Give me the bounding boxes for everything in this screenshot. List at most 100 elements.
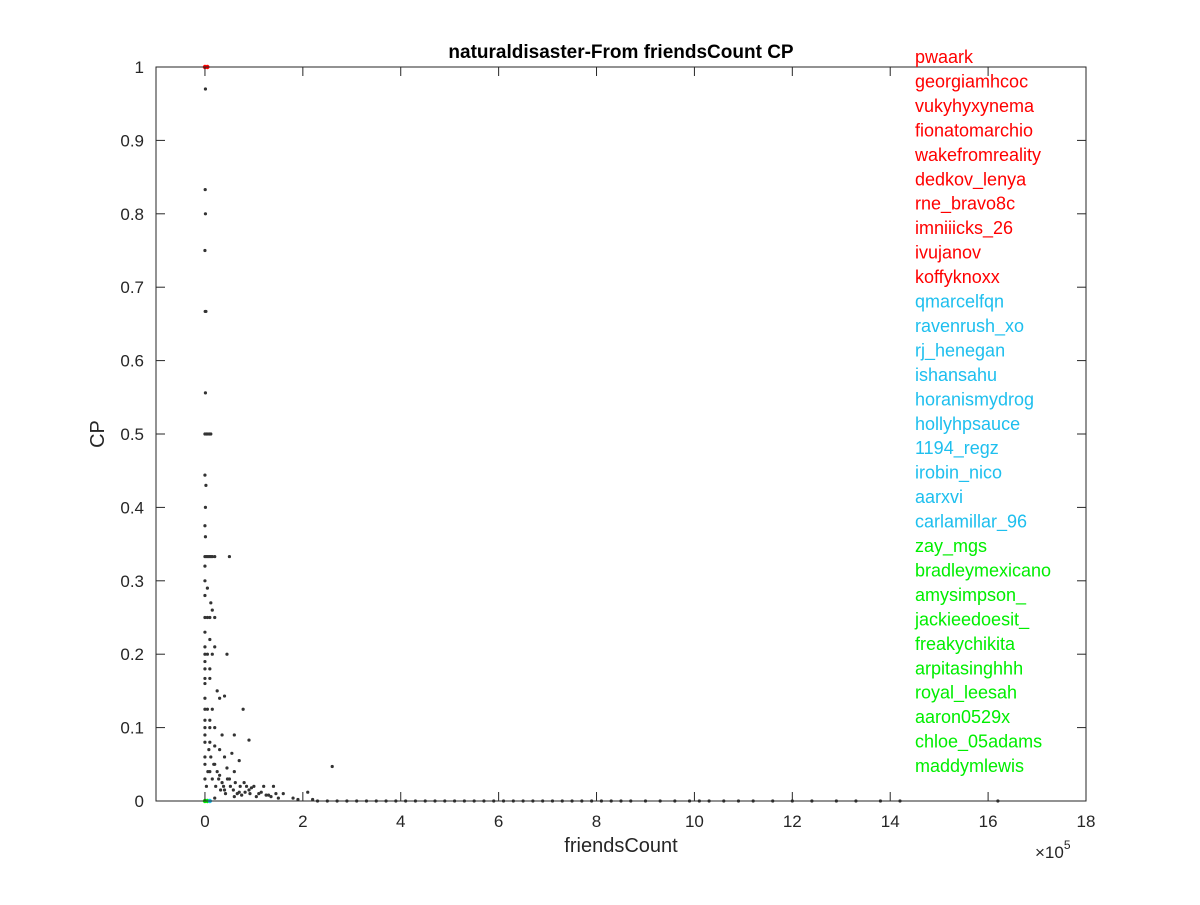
data-point (203, 707, 207, 711)
data-point (203, 645, 207, 649)
data-point (311, 797, 315, 802)
data-point (232, 733, 236, 737)
data-point (203, 659, 207, 664)
y-tick-label: 0.5 (120, 425, 144, 444)
data-point (204, 483, 208, 487)
data-point (220, 733, 224, 737)
data-point (208, 637, 212, 642)
data-point (222, 755, 227, 759)
data-point (204, 309, 208, 314)
annotation-label: aarxvi (915, 487, 963, 507)
x-tick-label: 12 (783, 812, 802, 831)
annotation-label: ravenrush_xo (915, 316, 1024, 337)
data-point (218, 773, 222, 777)
y-tick-label: 0.6 (120, 352, 144, 371)
x-tick-label: 8 (592, 812, 601, 831)
y-tick-label: 0 (135, 792, 144, 811)
data-point (203, 505, 208, 509)
data-point (222, 694, 227, 698)
annotation-label: qmarcelfqn (915, 292, 1004, 312)
annotation-label: zay_mgs (915, 536, 987, 557)
data-point (213, 726, 217, 730)
data-point (330, 764, 334, 769)
data-point (237, 759, 241, 763)
data-point (213, 645, 217, 649)
data-point (230, 751, 234, 755)
x-tick-label: 16 (979, 812, 998, 831)
annotation-label: aaron0529x (915, 707, 1010, 727)
data-point (291, 796, 295, 800)
data-point (203, 593, 207, 598)
data-point (208, 676, 212, 681)
data-point (203, 535, 208, 539)
data-point (203, 777, 207, 781)
data-point (219, 788, 223, 792)
x-tick-label: 14 (881, 812, 900, 831)
annotation-label: ivujanov (915, 243, 981, 263)
x-tick-label: 6 (494, 812, 503, 831)
annotation-label: koffyknoxx (915, 267, 1000, 287)
data-point (215, 689, 219, 693)
x-tick-label: 2 (298, 812, 307, 831)
data-point (222, 788, 227, 792)
data-point (203, 630, 207, 634)
data-point (269, 794, 273, 799)
data-point (205, 615, 209, 620)
data-point (244, 784, 249, 788)
data-point (217, 777, 221, 781)
y-tick-label: 0.1 (120, 719, 144, 738)
annotation-label: georgiamhcoc (915, 71, 1028, 91)
chart-title: naturaldisaster-From friendsCount CP (448, 42, 794, 63)
x-axis-exponent-power: 5 (1064, 838, 1071, 852)
y-tick-label: 1 (135, 58, 144, 77)
data-point (262, 784, 266, 788)
data-point (243, 790, 247, 794)
data-point (203, 681, 207, 686)
data-point (203, 187, 207, 192)
data-point (203, 652, 207, 656)
x-axis-exponent: ×105 (1035, 838, 1071, 862)
x-axis-title: friendsCount (564, 835, 678, 857)
data-point (232, 770, 236, 774)
data-point (213, 796, 217, 800)
annotation-label: maddymlewis (915, 756, 1024, 776)
y-tick-label: 0.4 (120, 498, 144, 517)
plot-area (156, 67, 1086, 801)
data-point (205, 586, 209, 590)
data-point (306, 790, 310, 794)
data-point (254, 794, 258, 799)
data-point (203, 524, 207, 528)
data-point (274, 792, 278, 796)
data-point (215, 770, 219, 774)
data-point (218, 696, 222, 700)
y-tick-label: 0.7 (120, 278, 144, 297)
annotation-label: carlamillar_96 (915, 512, 1027, 533)
data-point (241, 707, 245, 711)
data-point (240, 793, 244, 797)
annotation-label: hollyhpsauce (915, 414, 1020, 434)
data-point (220, 781, 224, 785)
annotation-label: royal_leesah (915, 683, 1017, 704)
data-point (214, 784, 218, 788)
data-point (203, 564, 207, 568)
data-point (218, 748, 222, 752)
data-point (225, 777, 230, 781)
data-point (247, 788, 251, 792)
ticks-layer: 0 2 4 6 8 10 12 14 16 18 0 0.1 0.2 0.3 0.4 0.5 0.6 0.7 0.8… (120, 58, 1095, 831)
x-tick-label: 10 (685, 812, 704, 831)
annotation-label: rj_henegan (915, 340, 1005, 361)
data-point (209, 601, 213, 605)
data-point (208, 718, 212, 722)
data-point (233, 781, 237, 785)
annotation-label: chloe_05adams (915, 732, 1042, 753)
data-point (238, 784, 242, 788)
data-point (242, 781, 246, 785)
data-point (203, 740, 207, 744)
data-point (252, 784, 256, 788)
data-point (213, 744, 217, 748)
data-point (207, 748, 211, 752)
data-point (296, 797, 300, 802)
data-point (266, 793, 271, 797)
data-point (227, 554, 232, 559)
